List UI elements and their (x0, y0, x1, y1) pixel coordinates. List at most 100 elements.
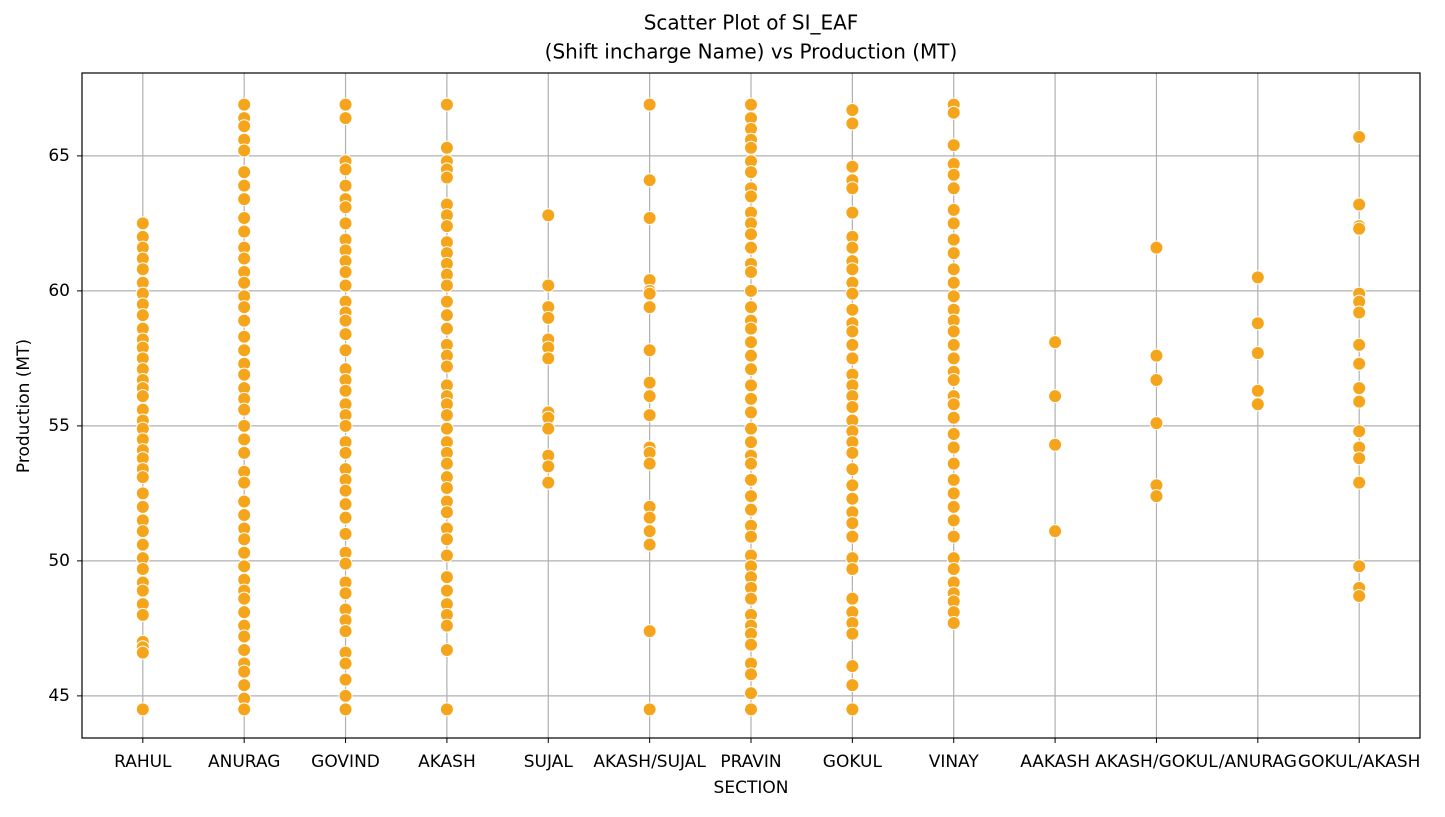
point (744, 702, 758, 717)
x-tick-label: PRAVIN (720, 752, 781, 772)
point (845, 262, 860, 277)
point (642, 537, 657, 552)
point (1352, 451, 1367, 466)
point (946, 561, 961, 576)
point (642, 210, 657, 225)
point (946, 289, 961, 304)
point (744, 421, 758, 436)
point (237, 367, 252, 382)
point (237, 605, 252, 620)
point (1352, 424, 1367, 439)
point (237, 178, 252, 193)
point (845, 445, 860, 460)
point (1048, 335, 1063, 350)
point (237, 119, 252, 134)
point (338, 526, 353, 541)
point (845, 337, 860, 352)
point (946, 262, 961, 277)
point (237, 507, 252, 522)
point (1352, 475, 1367, 490)
point (541, 278, 556, 293)
point (744, 283, 758, 298)
point (338, 556, 353, 571)
point (237, 642, 252, 657)
point (338, 200, 353, 215)
point (1352, 356, 1367, 371)
point (237, 678, 252, 693)
point (946, 615, 961, 630)
point (439, 321, 454, 336)
y-tick-label: 50 (48, 551, 70, 571)
point (439, 170, 454, 185)
point (338, 313, 353, 328)
point (744, 240, 758, 255)
point (439, 294, 454, 309)
x-tick-label: AKASH/SUJAL (593, 752, 706, 772)
point (744, 300, 758, 315)
point (135, 486, 150, 501)
point (237, 494, 252, 509)
point (541, 351, 556, 366)
point (946, 397, 961, 412)
point (135, 645, 150, 660)
point (642, 524, 657, 539)
point (135, 216, 150, 231)
chart-title: Scatter Plot of SI_EAF (644, 11, 859, 35)
point (237, 251, 252, 266)
point (237, 702, 252, 717)
point (439, 480, 454, 495)
point (744, 321, 758, 336)
point (338, 97, 353, 112)
point (946, 275, 961, 290)
point (946, 351, 961, 366)
point (642, 456, 657, 471)
point (338, 178, 353, 193)
point (237, 402, 252, 417)
point (946, 324, 961, 339)
point (1250, 345, 1265, 360)
point (1250, 383, 1265, 398)
point (845, 351, 860, 366)
point (744, 502, 758, 517)
point (744, 637, 758, 652)
point (439, 219, 454, 234)
point (845, 702, 860, 717)
point (845, 399, 860, 414)
y-tick-label: 60 (48, 281, 70, 301)
point (237, 143, 252, 158)
point (1352, 394, 1367, 409)
x-tick-label: VINAY (929, 752, 980, 772)
point (237, 418, 252, 433)
point (946, 181, 961, 196)
point (237, 559, 252, 574)
point (744, 489, 758, 504)
point (744, 667, 758, 682)
point (237, 329, 252, 344)
point (744, 405, 758, 420)
point (338, 672, 353, 687)
point (1352, 337, 1367, 352)
point (642, 343, 657, 358)
point (439, 278, 454, 293)
point (1352, 305, 1367, 320)
point (338, 327, 353, 342)
point (237, 210, 252, 225)
point (237, 591, 252, 606)
point (439, 456, 454, 471)
x-tick-label: GOKUL/AKASH (1298, 752, 1421, 772)
point (439, 548, 454, 563)
point (946, 216, 961, 231)
point (845, 678, 860, 693)
point (642, 173, 657, 188)
point (946, 372, 961, 387)
point (237, 313, 252, 328)
point (338, 278, 353, 293)
point (642, 389, 657, 404)
point (845, 116, 860, 131)
point (135, 499, 150, 514)
point (1149, 240, 1164, 255)
point (642, 300, 657, 315)
point (845, 478, 860, 493)
point (1250, 270, 1265, 285)
